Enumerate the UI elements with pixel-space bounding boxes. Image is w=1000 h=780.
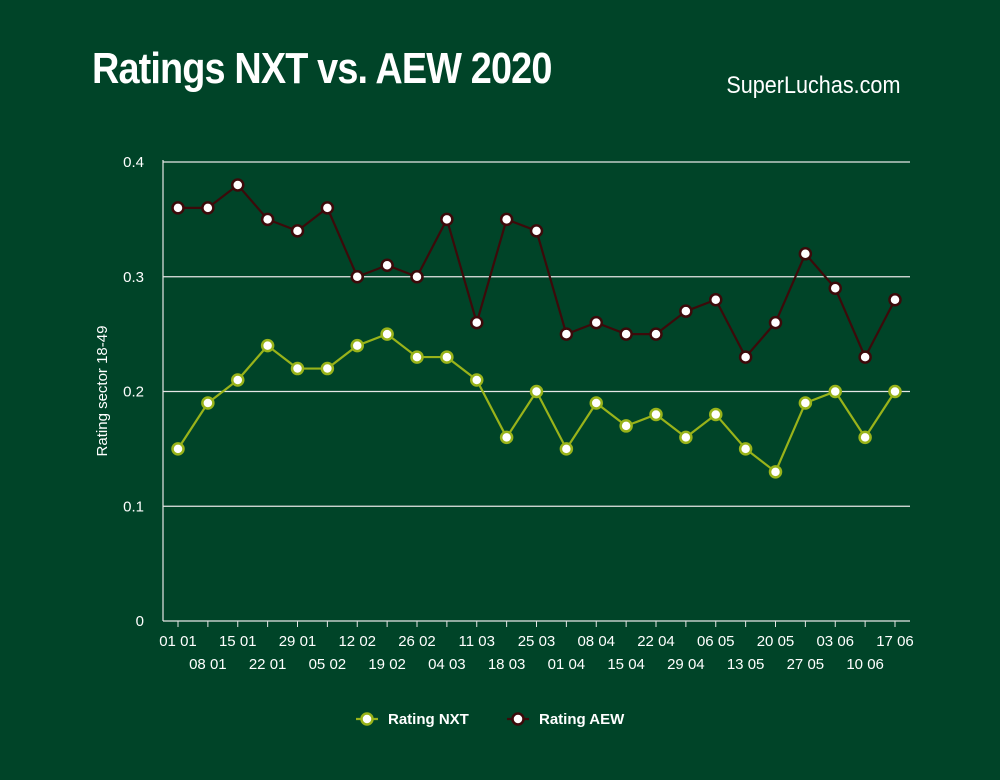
data-point	[828, 281, 842, 295]
x-tick-label: 22 04	[637, 633, 675, 650]
legend-label: Rating NXT	[388, 711, 469, 728]
y-tick-label: 0.4	[123, 154, 144, 171]
data-point	[768, 465, 783, 479]
x-tick-label: 29 04	[667, 656, 705, 673]
data-point	[350, 270, 364, 284]
data-point	[171, 201, 185, 215]
x-tick-label: 10 06	[846, 656, 884, 673]
data-point	[649, 327, 663, 341]
data-point	[738, 442, 753, 456]
x-tick-label: 05 02	[309, 656, 347, 673]
x-tick-label: 04 03	[428, 656, 466, 673]
y-axis-label: Rating sector 18-49	[94, 326, 111, 457]
x-tick-label: 25 03	[518, 633, 556, 650]
x-tick-label: 01 04	[548, 656, 586, 673]
data-point	[440, 350, 454, 364]
legend-label: Rating AEW	[539, 711, 625, 728]
data-point	[231, 178, 245, 192]
legend-marker	[360, 712, 374, 726]
series-line	[178, 183, 896, 360]
data-point	[440, 212, 454, 227]
data-point	[260, 338, 275, 353]
x-tick-label: 13 05	[727, 656, 765, 673]
data-point	[290, 224, 305, 238]
data-point	[320, 201, 335, 215]
data-point	[410, 350, 424, 364]
chart-title: Ratings NXT vs. AEW 2020	[92, 44, 552, 93]
x-tick-label: 12 02	[338, 633, 376, 650]
data-point	[589, 315, 603, 330]
data-point	[619, 419, 633, 433]
data-point	[738, 350, 753, 364]
data-point	[559, 442, 574, 456]
x-tick-label: 27 05	[787, 656, 825, 673]
data-point	[589, 396, 603, 410]
series-line	[177, 332, 896, 474]
x-tick-label: 08 01	[189, 656, 227, 673]
data-point	[380, 258, 394, 273]
x-tick-label: 20 05	[757, 633, 795, 650]
data-point	[290, 361, 305, 376]
y-tick-label: 0.1	[123, 498, 144, 515]
data-point	[559, 327, 574, 341]
x-tick-label: 01 01	[159, 633, 197, 650]
x-tick-label: 08 04	[577, 633, 615, 650]
data-point	[679, 304, 693, 318]
x-tick-label: 29 01	[279, 633, 317, 650]
source-credit: SuperLuchas.com	[725, 72, 900, 99]
x-tick-label: 18 03	[488, 656, 526, 673]
data-point	[709, 407, 723, 422]
x-tick-label: 17 06	[876, 633, 914, 650]
y-tick-label: 0.2	[123, 384, 144, 401]
data-point	[709, 292, 723, 307]
data-point	[201, 201, 215, 215]
data-point	[649, 407, 663, 422]
data-point	[619, 327, 633, 341]
data-point	[350, 338, 364, 353]
data-point	[470, 315, 484, 330]
x-tick-label: 15 04	[607, 656, 645, 673]
data-point	[529, 224, 544, 238]
data-point	[798, 247, 813, 261]
legend-marker	[511, 712, 525, 726]
data-point	[320, 361, 335, 376]
data-point	[470, 373, 484, 387]
y-tick-label: 0	[136, 613, 144, 630]
data-point	[858, 350, 872, 364]
data-point	[768, 315, 783, 330]
data-point	[858, 430, 872, 445]
y-tick-label: 0.3	[123, 269, 144, 286]
data-point	[410, 270, 424, 284]
x-tick-label: 19 02	[368, 656, 406, 673]
data-point	[888, 292, 902, 307]
x-tick-label: 03 06	[816, 633, 854, 650]
x-tick-label: 22 01	[249, 656, 287, 673]
data-point	[499, 212, 514, 227]
data-point	[171, 442, 185, 456]
data-point	[499, 430, 514, 445]
data-point	[529, 384, 544, 399]
x-tick-label: 15 01	[219, 633, 257, 650]
data-point	[231, 373, 245, 387]
x-tick-label: 06 05	[697, 633, 735, 650]
data-point	[798, 396, 813, 410]
data-point	[679, 430, 693, 445]
data-point	[380, 327, 394, 341]
x-tick-label: 26 02	[398, 633, 436, 650]
data-point	[260, 212, 275, 227]
data-point	[201, 396, 215, 410]
data-point	[828, 384, 842, 399]
x-tick-label: 11 03	[459, 633, 495, 650]
data-point	[888, 384, 902, 399]
